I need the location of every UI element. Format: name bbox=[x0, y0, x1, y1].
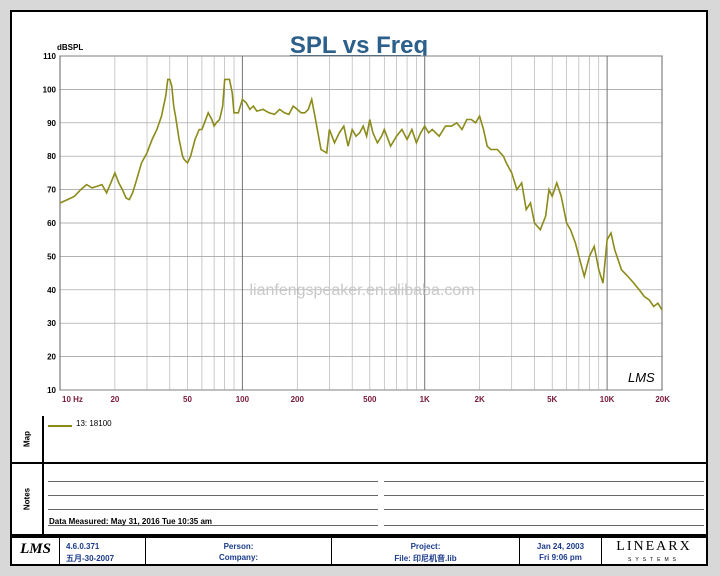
legend-swatch bbox=[48, 425, 72, 427]
footer-person-cell: Person: Company: bbox=[146, 538, 332, 564]
map-label: Map bbox=[22, 431, 32, 447]
y-tick-label: 80 bbox=[47, 152, 56, 161]
map-band: Map 13: 18100 bbox=[10, 416, 708, 464]
footer-project: Project: bbox=[410, 542, 441, 551]
footer-file: File: 印尼机音.lib bbox=[394, 554, 457, 563]
notes-side: Notes bbox=[12, 464, 44, 534]
x-tick-label: 200 bbox=[291, 395, 305, 404]
footer-brand-cell: LINEARX SYSTEMS bbox=[602, 538, 706, 564]
x-tick-label: 1K bbox=[420, 395, 430, 404]
linearx-logo: LINEARX bbox=[616, 539, 692, 554]
legend-entry: 13: 18100 bbox=[76, 419, 112, 428]
notes-label: Notes bbox=[22, 487, 32, 511]
linearx-sub: SYSTEMS bbox=[628, 557, 680, 563]
footer-version-date: 五月-30-2007 bbox=[66, 554, 115, 563]
x-tick-label: 10K bbox=[600, 395, 615, 404]
footer-date: Jan 24, 2003 bbox=[536, 542, 585, 551]
y-tick-label: 10 bbox=[47, 386, 56, 395]
x-tick-label: 2K bbox=[475, 395, 485, 404]
plot-lms-logo: LMS bbox=[628, 370, 655, 385]
x-tick-label: 50 bbox=[183, 395, 192, 404]
y-tick-label: 30 bbox=[47, 319, 56, 328]
map-side: Map bbox=[12, 416, 44, 462]
footer-project-cell: Project: File: 印尼机音.lib bbox=[332, 538, 520, 564]
y-tick-label: 70 bbox=[47, 186, 56, 195]
y-tick-labels: 10 20 30 40 50 60 70 80 90 100 110 bbox=[43, 52, 57, 395]
y-tick-label: 90 bbox=[47, 119, 56, 128]
x-tick-label: 100 bbox=[236, 395, 250, 404]
x-tick-label: 10 Hz bbox=[62, 395, 83, 404]
y-axis-label: dBSPL bbox=[57, 43, 83, 52]
chart-title: SPL vs Freq bbox=[289, 32, 429, 59]
footer-logo-cell: LMS bbox=[12, 538, 60, 564]
spl-chart: 10 20 30 40 50 60 70 80 90 100 110 10 Hz 20 50 100 200… bbox=[43, 43, 671, 404]
watermark: lianfengspeaker.en.alibaba.com bbox=[249, 282, 474, 299]
x-tick-labels: 10 Hz 20 50 100 200 500 1K 2K 5K 10K 20K bbox=[62, 395, 670, 404]
notes-band: Notes Data Measured: May 31, 2016 Tue 10… bbox=[10, 464, 708, 536]
footer-version: 4.6.0.371 bbox=[66, 542, 100, 551]
footer: LMS 4.6.0.371 五月-30-2007 Person: Company… bbox=[10, 536, 708, 566]
footer-date-cell: Jan 24, 2003 Fri 9:06 pm bbox=[520, 538, 602, 564]
x-tick-label: 500 bbox=[363, 395, 377, 404]
footer-person: Person: bbox=[223, 542, 254, 551]
grid bbox=[59, 55, 663, 391]
y-tick-label: 40 bbox=[47, 286, 56, 295]
series-line bbox=[59, 78, 663, 311]
y-tick-label: 20 bbox=[47, 353, 56, 362]
footer-time: Fri 9:06 pm bbox=[539, 553, 582, 562]
y-tick-label: 100 bbox=[43, 85, 57, 94]
data-measured: Data Measured: May 31, 2016 Tue 10:35 am bbox=[49, 517, 213, 526]
y-tick-label: 60 bbox=[47, 219, 56, 228]
footer-company: Company: bbox=[218, 553, 259, 562]
y-tick-label: 50 bbox=[47, 252, 56, 261]
x-tick-label: 20K bbox=[655, 395, 670, 404]
y-tick-label: 110 bbox=[43, 52, 56, 61]
footer-lms-logo: LMS bbox=[20, 541, 51, 557]
footer-version-cell: 4.6.0.371 五月-30-2007 bbox=[60, 538, 146, 564]
x-tick-label: 20 bbox=[110, 395, 119, 404]
x-tick-label: 5K bbox=[547, 395, 557, 404]
